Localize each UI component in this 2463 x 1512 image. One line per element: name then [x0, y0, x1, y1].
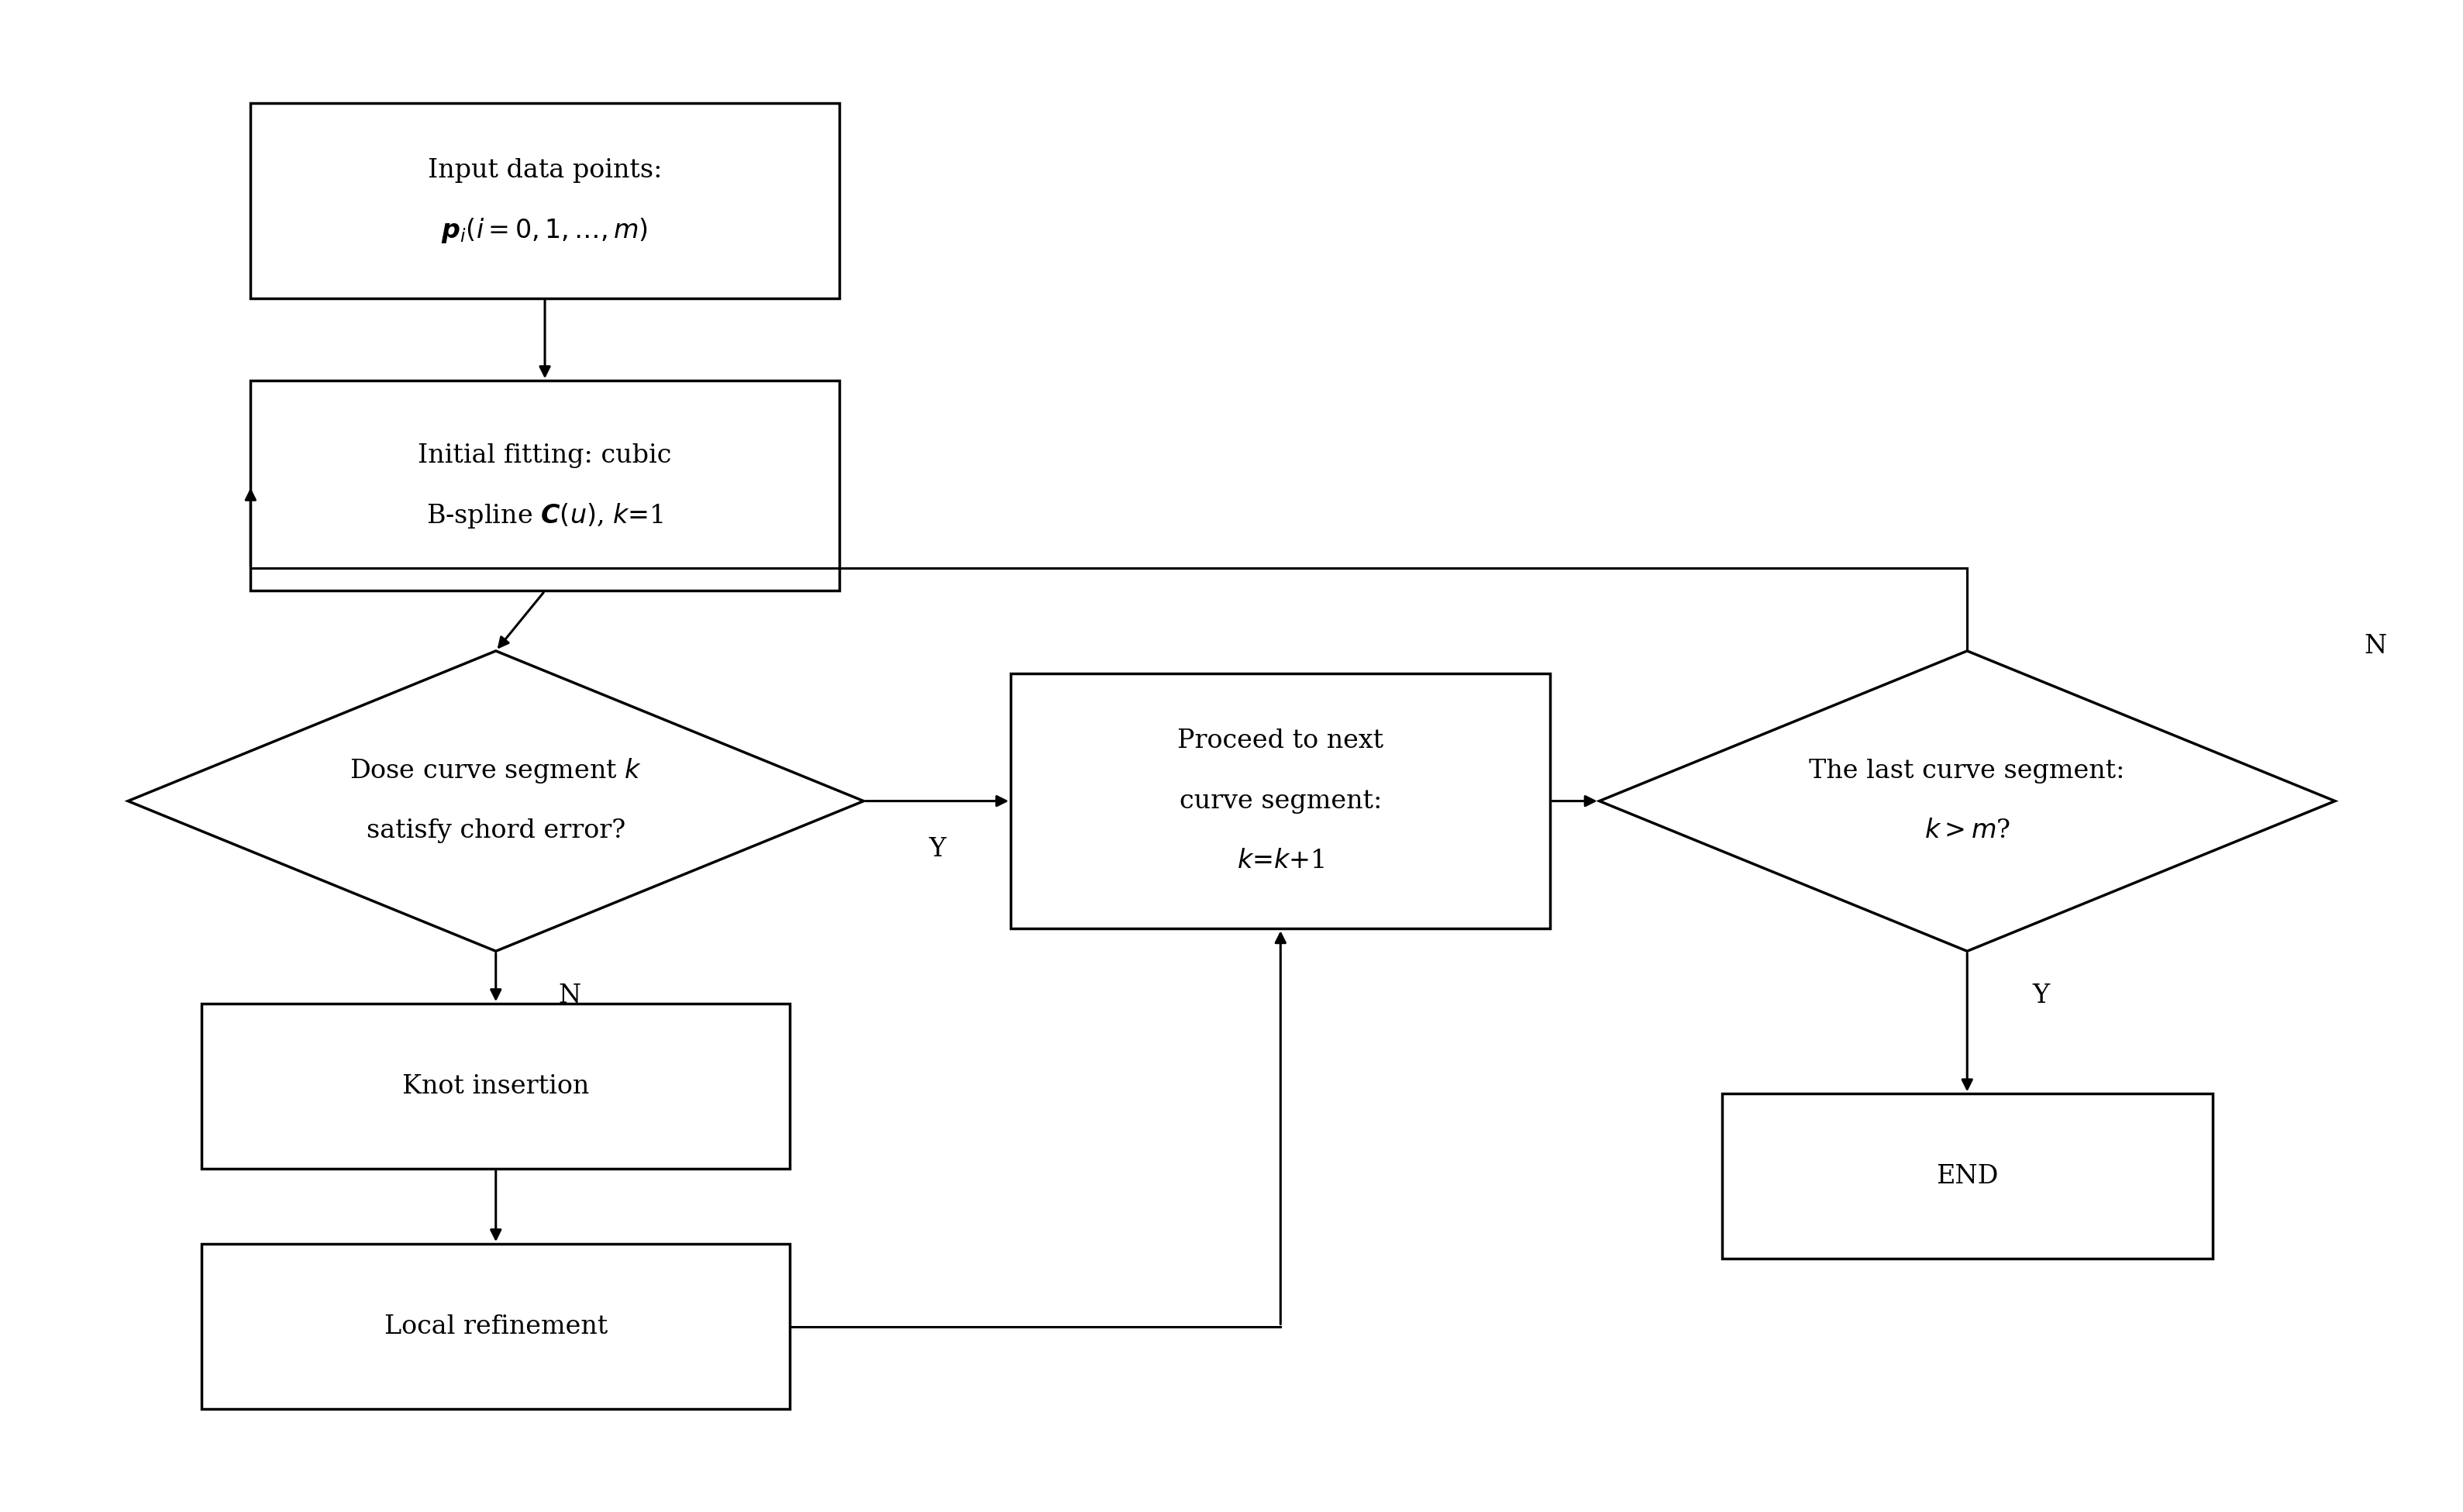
Text: Proceed to next: Proceed to next [1177, 729, 1384, 753]
FancyBboxPatch shape [202, 1004, 791, 1169]
Text: Y: Y [929, 836, 946, 862]
FancyBboxPatch shape [202, 1244, 791, 1409]
FancyBboxPatch shape [1010, 673, 1549, 928]
Text: N: N [2364, 634, 2387, 658]
Text: $k$=$k$+1: $k$=$k$+1 [1236, 848, 1325, 874]
Text: satisfy chord error?: satisfy chord error? [367, 818, 626, 844]
Text: Y: Y [2032, 984, 2049, 1009]
Text: Dose curve segment $k$: Dose curve segment $k$ [350, 756, 643, 785]
Text: $k > m$?: $k > m$? [1924, 818, 2010, 844]
Text: Initial fitting: cubic: Initial fitting: cubic [419, 443, 672, 469]
Text: $\boldsymbol{p}_i(i{=}0,1,\ldots,m)$: $\boldsymbol{p}_i(i{=}0,1,\ldots,m)$ [441, 216, 648, 245]
Text: Knot insertion: Knot insertion [401, 1074, 589, 1099]
Polygon shape [1598, 650, 2335, 951]
FancyBboxPatch shape [251, 103, 840, 298]
Text: Local refinement: Local refinement [384, 1314, 608, 1338]
Text: Input data points:: Input data points: [429, 159, 663, 183]
Text: The last curve segment:: The last curve segment: [1810, 759, 2126, 783]
Text: B-spline $\boldsymbol{C}(u)$, $k$=1: B-spline $\boldsymbol{C}(u)$, $k$=1 [426, 502, 663, 531]
FancyBboxPatch shape [1722, 1093, 2212, 1259]
Polygon shape [128, 650, 865, 951]
Text: curve segment:: curve segment: [1180, 789, 1382, 813]
Text: END: END [1936, 1164, 1997, 1188]
FancyBboxPatch shape [251, 381, 840, 591]
Text: N: N [559, 984, 581, 1009]
